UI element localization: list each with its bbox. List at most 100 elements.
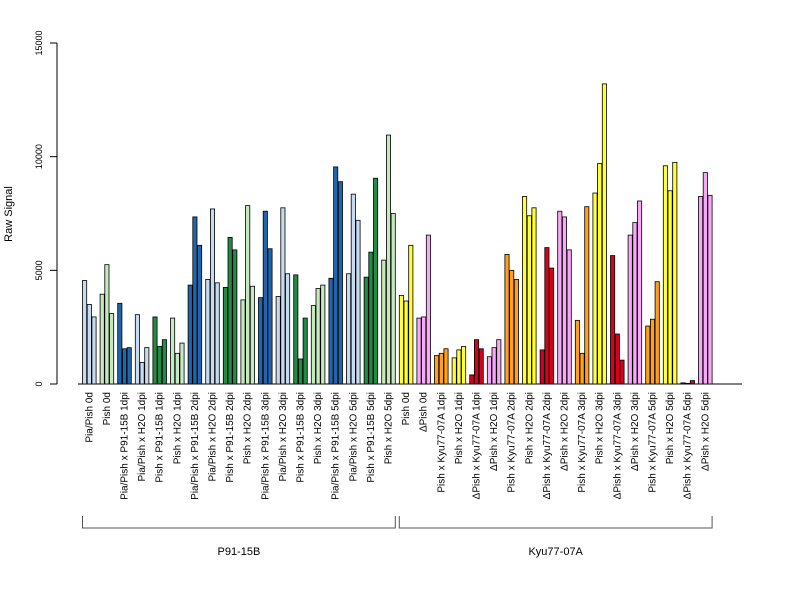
bar <box>434 355 440 385</box>
bars <box>82 83 713 385</box>
bar <box>557 210 563 385</box>
bar <box>232 249 238 385</box>
bar <box>408 244 414 385</box>
bar <box>473 339 479 385</box>
bar <box>86 304 92 385</box>
bar <box>698 196 704 385</box>
x-tick-label: Pish x H2O 2dpi <box>243 392 254 464</box>
bar <box>544 247 550 385</box>
x-tick-label: ΔPish x H2O 3dpi <box>630 392 641 471</box>
bar <box>285 273 291 385</box>
bar <box>601 83 607 385</box>
bar <box>109 313 115 385</box>
x-tick-label: Pish x Kyu77-07A 3dpi <box>577 392 588 493</box>
bar <box>539 349 545 385</box>
y-tick-label: 10000 <box>34 144 44 169</box>
x-tick-label: ΔPish x H2O 5dpi <box>700 392 711 471</box>
bar <box>302 317 308 385</box>
bar <box>214 282 220 385</box>
bar <box>672 161 678 385</box>
bar <box>381 259 387 385</box>
bar <box>350 193 356 385</box>
bar <box>592 192 598 385</box>
x-tick-label: Pish x P91-15B 5dpi <box>366 392 377 483</box>
bar <box>258 297 264 385</box>
bar <box>209 208 215 385</box>
bar <box>249 285 255 385</box>
x-tick-label: ΔPish x Kyu77-07A 3dpi <box>612 392 623 499</box>
bar <box>310 305 316 385</box>
bar <box>222 286 228 385</box>
bar <box>438 352 444 385</box>
x-tick-label: Pia/Pish x P91-15B 2dpi <box>190 392 201 500</box>
bar <box>689 380 695 385</box>
bar <box>267 248 273 385</box>
bar <box>139 362 145 385</box>
bar <box>707 194 713 385</box>
bar <box>522 196 528 385</box>
x-tick-label: Pia/Pish x H2O 1dpi <box>137 392 148 482</box>
x-axis-tick-labels: Pia/Pish 0d Pish 0d Pia/Pish x P91-15B 1dp… <box>84 392 711 500</box>
group-brackets: P91-15B Kyu77-07A <box>82 516 713 558</box>
x-tick-label: Pish x P91-15B 1dpi <box>155 392 166 483</box>
bar <box>667 190 673 385</box>
x-tick-label: Pish 0d <box>102 392 113 425</box>
bar <box>122 348 128 385</box>
group-bracket <box>398 516 713 529</box>
bar <box>614 333 620 385</box>
bar <box>509 269 515 385</box>
bar <box>333 166 339 385</box>
bar <box>574 319 580 385</box>
x-tick-label: ΔPish x Kyu77-07A 2dpi <box>542 392 553 499</box>
bar <box>654 281 660 385</box>
group-bracket <box>82 516 396 529</box>
bar <box>549 267 555 385</box>
bar <box>205 279 211 385</box>
bar <box>566 249 572 385</box>
x-tick-label: Pish x P91-15B 3dpi <box>296 392 307 483</box>
bar <box>496 339 502 385</box>
x-tick-label: Pish x Kyu77-07A 1dpi <box>436 392 447 493</box>
x-tick-label: Pish x H2O 5dpi <box>384 392 395 464</box>
bar <box>363 276 369 385</box>
bar <box>584 206 590 385</box>
bar <box>702 172 708 385</box>
bar <box>192 216 198 385</box>
x-tick-label: ΔPish x H2O 2dpi <box>560 392 571 471</box>
bar <box>662 165 668 385</box>
bar <box>197 244 203 385</box>
bar <box>478 348 484 385</box>
bar <box>82 280 88 385</box>
x-tick-label: Pish x H2O 3dpi <box>595 392 606 464</box>
bar <box>645 325 651 385</box>
bar <box>685 382 691 385</box>
group-bracket-label: P91-15B <box>217 546 260 558</box>
bar <box>240 299 246 385</box>
bar <box>275 296 281 385</box>
bar <box>126 347 132 385</box>
bar <box>619 359 625 385</box>
bar <box>280 207 286 385</box>
bar <box>337 181 343 385</box>
bar <box>134 314 140 385</box>
bar <box>469 374 475 385</box>
bar <box>144 347 150 385</box>
x-tick-label: Pia/Pish x P91-15B 5dpi <box>331 392 342 500</box>
x-tick-label: Pish 0d <box>401 392 412 425</box>
bar <box>456 349 462 385</box>
x-tick-label: Pish x H2O 2dpi <box>524 392 535 464</box>
x-tick-label: Pia/Pish 0d <box>84 392 95 443</box>
x-tick-label: Pia/Pish x H2O 5dpi <box>348 392 359 482</box>
bar <box>486 356 492 385</box>
bar <box>421 316 427 385</box>
bar <box>637 200 643 385</box>
bar <box>579 352 585 385</box>
x-tick-label: Pish x H2O 3dpi <box>313 392 324 464</box>
x-tick-label: Pish x H2O 1dpi <box>172 392 183 464</box>
y-axis: 0 5000 10000 15000 <box>34 30 58 387</box>
bar <box>680 382 686 385</box>
bar <box>461 346 467 385</box>
y-tick-label: 15000 <box>34 30 44 55</box>
bar <box>315 288 321 385</box>
bar <box>179 342 185 385</box>
